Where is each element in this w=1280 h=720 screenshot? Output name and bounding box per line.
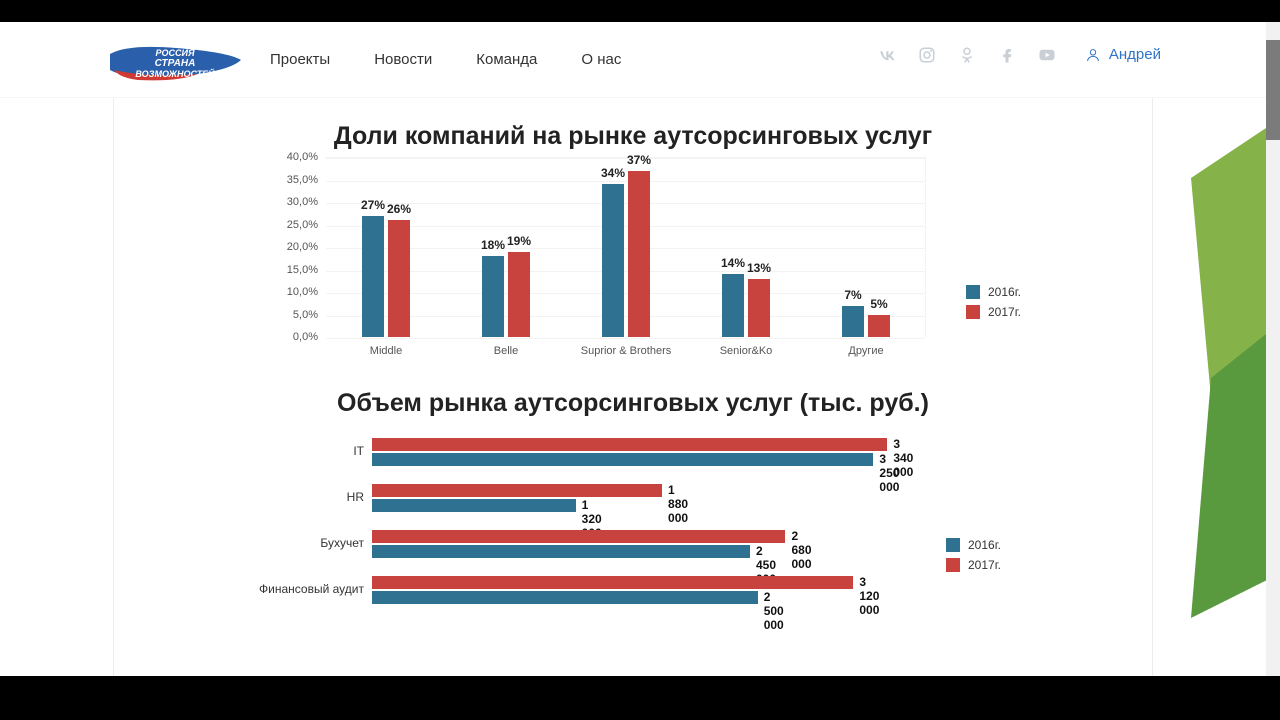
vk-icon[interactable] [878, 46, 896, 69]
ok-icon[interactable] [958, 46, 976, 69]
chart1-bar: 26% [388, 220, 410, 337]
chart2-bar-label: 1 880 000 [668, 483, 688, 525]
chart2-bar: 3 250 000 [372, 453, 873, 466]
chart2-y-label: IT [244, 444, 364, 458]
chart1-y-tick: 0,0% [293, 331, 318, 343]
chart1-bar-label: 19% [504, 234, 534, 248]
chart1-bar-label: 13% [744, 261, 774, 275]
user-menu[interactable]: Андрей [1085, 46, 1161, 63]
nav-projects[interactable]: Проекты [270, 51, 330, 68]
chart1-bar-label: 37% [624, 153, 654, 167]
chart2-bar: 2 450 000 [372, 545, 750, 558]
content-card: Доли компаний на рынке аутсорсинговых ус… [113, 98, 1153, 676]
scrollbar-thumb[interactable] [1266, 40, 1280, 140]
user-name: Андрей [1109, 46, 1161, 63]
chart1-title: Доли компаний на рынке аутсорсинговых ус… [114, 98, 1152, 157]
facebook-icon[interactable] [998, 46, 1016, 69]
youtube-icon[interactable] [1038, 46, 1056, 69]
chart1-bar: 5% [868, 315, 890, 338]
chart1-x-label: Belle [446, 345, 566, 357]
chart2-bar-label: 2 680 000 [791, 529, 811, 571]
chart2: 2016г.2017г. IT3 340 0003 250 000HR1 880… [244, 430, 1034, 630]
chart1-y-tick: 30,0% [287, 196, 318, 208]
nav-team[interactable]: Команда [476, 51, 537, 68]
chart1-x-axis: MiddleBelleSuprior & BrothersSenior&KoДр… [326, 345, 926, 357]
svg-text:СТРАНА: СТРАНА [155, 58, 196, 69]
scrollbar-track[interactable] [1266, 22, 1280, 676]
chart1-y-tick: 20,0% [287, 241, 318, 253]
chart1-x-label: Suprior & Brothers [566, 345, 686, 357]
chart2-bar: 3 120 000 [372, 576, 853, 589]
chart2-bar: 1 320 000 [372, 499, 576, 512]
page-viewport: РОССИЯ СТРАНА ВОЗМОЖНОСТЕЙ Проекты Новос… [0, 22, 1266, 676]
user-icon [1085, 47, 1101, 63]
chart1-bar: 27% [362, 216, 384, 338]
chart1-x-label: Middle [326, 345, 446, 357]
site-header: РОССИЯ СТРАНА ВОЗМОЖНОСТЕЙ Проекты Новос… [0, 22, 1266, 98]
side-decoration [1191, 98, 1266, 676]
chart1-y-tick: 5,0% [293, 309, 318, 321]
chart1-y-tick: 40,0% [287, 151, 318, 163]
chart2-y-label: Бухучет [244, 536, 364, 550]
chart2-bar: 2 500 000 [372, 591, 758, 604]
main-nav: Проекты Новости Команда О нас [270, 51, 621, 68]
chart2-y-label: Финансовый аудит [244, 582, 364, 596]
chart1-bar: 13% [748, 279, 770, 338]
svg-text:РОССИЯ: РОССИЯ [155, 48, 194, 58]
chart1-y-tick: 15,0% [287, 264, 318, 276]
instagram-icon[interactable] [918, 46, 936, 69]
chart1-bar-label: 34% [598, 166, 628, 180]
chart2-bar: 3 340 000 [372, 438, 887, 451]
chart1: 40,0%35,0%30,0%25,0%20,0%15,0%10,0%5,0%0… [264, 157, 964, 377]
chart2-y-label: HR [244, 490, 364, 504]
chart1-plot: 27%26% 18%19% 34%37% 14%13% 7%5% [326, 157, 926, 337]
chart1-bar-label: 5% [864, 297, 894, 311]
nav-about[interactable]: О нас [581, 51, 621, 68]
social-links [878, 46, 1056, 69]
chart1-y-tick: 25,0% [287, 219, 318, 231]
site-logo[interactable]: РОССИЯ СТРАНА ВОЗМОЖНОСТЕЙ [108, 42, 243, 84]
chart2-bar-label: 2 500 000 [764, 590, 784, 632]
chart1-legend: 2016г. 2017г. [966, 285, 1021, 325]
chart2-row: IT 3 340 000 3 250 000 [244, 430, 1034, 476]
chart1-bar: 19% [508, 252, 530, 338]
svg-text:ВОЗМОЖНОСТЕЙ: ВОЗМОЖНОСТЕЙ [135, 68, 215, 79]
chart1-bar: 37% [628, 171, 650, 338]
chart1-x-label: Другие [806, 345, 926, 357]
chart1-bar: 34% [602, 184, 624, 337]
chart2-row: Финансовый аудит 3 120 000 2 500 000 [244, 568, 1034, 614]
chart1-bar-label: 26% [384, 202, 414, 216]
chart2-bar: 1 880 000 [372, 484, 662, 497]
chart1-x-label: Senior&Ko [686, 345, 806, 357]
chart1-y-tick: 10,0% [287, 286, 318, 298]
chart1-y-axis: 40,0%35,0%30,0%25,0%20,0%15,0%10,0%5,0%0… [264, 157, 324, 337]
chart1-bar: 14% [722, 274, 744, 337]
chart2-row: Бухучет 2 680 000 2 450 000 [244, 522, 1034, 568]
chart1-bar: 18% [482, 256, 504, 337]
nav-news[interactable]: Новости [374, 51, 432, 68]
chart2-row: HR 1 880 000 1 320 000 [244, 476, 1034, 522]
chart1-y-tick: 35,0% [287, 174, 318, 186]
chart2-title: Объем рынка аутсорсинговых услуг (тыс. р… [114, 377, 1152, 424]
chart1-bar: 7% [842, 306, 864, 338]
legend-item: 2017г. [966, 305, 1021, 319]
chart2-bar: 2 680 000 [372, 530, 785, 543]
legend-item: 2016г. [966, 285, 1021, 299]
chart2-bar-label: 3 120 000 [859, 575, 879, 617]
